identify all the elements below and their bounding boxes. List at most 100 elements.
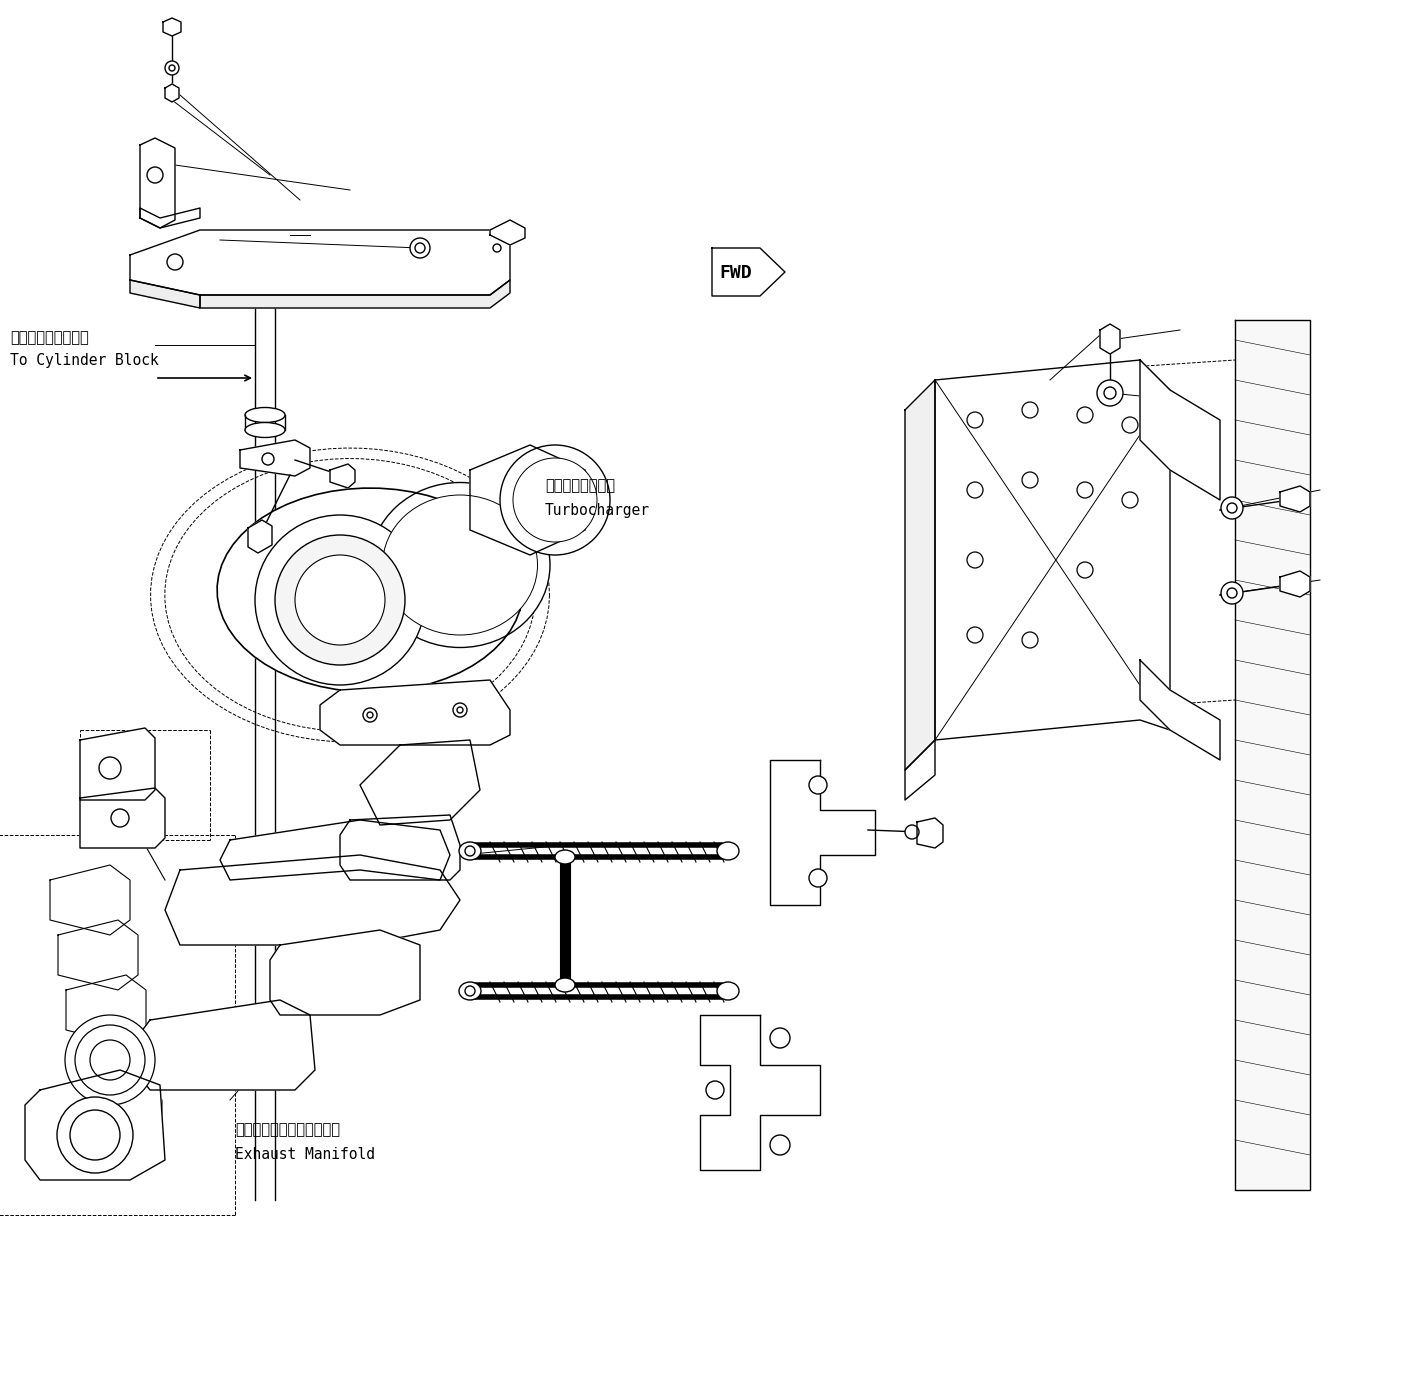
Circle shape	[809, 775, 827, 793]
Polygon shape	[341, 815, 460, 880]
Polygon shape	[240, 440, 310, 476]
Polygon shape	[140, 138, 175, 228]
Circle shape	[1022, 632, 1037, 648]
Polygon shape	[50, 865, 130, 935]
Circle shape	[501, 446, 610, 556]
Circle shape	[1022, 402, 1037, 418]
Polygon shape	[1280, 571, 1309, 597]
Polygon shape	[130, 280, 200, 308]
Circle shape	[262, 452, 273, 465]
Circle shape	[111, 808, 129, 826]
Polygon shape	[81, 1085, 163, 1155]
Circle shape	[967, 627, 983, 644]
Circle shape	[809, 869, 827, 887]
Polygon shape	[74, 1030, 154, 1100]
Polygon shape	[1235, 320, 1309, 1189]
Circle shape	[1122, 492, 1138, 507]
Circle shape	[74, 1024, 144, 1094]
Ellipse shape	[245, 422, 285, 437]
Circle shape	[409, 238, 430, 258]
Polygon shape	[700, 1015, 820, 1170]
Circle shape	[465, 986, 475, 996]
Polygon shape	[80, 788, 165, 848]
Ellipse shape	[458, 982, 481, 1000]
Text: ターボチャージャ: ターボチャージャ	[545, 478, 615, 494]
Circle shape	[707, 1081, 723, 1099]
Circle shape	[906, 825, 918, 839]
Text: シリンダブロックヘ: シリンダブロックヘ	[10, 330, 88, 345]
Text: エキゾーストマニホールド: エキゾーストマニホールド	[236, 1122, 341, 1137]
Polygon shape	[248, 520, 272, 553]
Polygon shape	[1140, 360, 1220, 500]
Circle shape	[1022, 472, 1037, 488]
Polygon shape	[935, 360, 1171, 740]
Circle shape	[494, 243, 501, 252]
Polygon shape	[66, 975, 146, 1045]
Polygon shape	[906, 740, 935, 800]
Circle shape	[465, 846, 475, 857]
Circle shape	[1077, 407, 1094, 424]
Circle shape	[90, 1040, 130, 1079]
Ellipse shape	[383, 495, 537, 635]
Polygon shape	[712, 248, 785, 296]
Polygon shape	[130, 230, 510, 296]
Ellipse shape	[370, 483, 550, 648]
Circle shape	[367, 712, 373, 718]
Text: Exhaust Manifold: Exhaust Manifold	[236, 1147, 374, 1162]
Polygon shape	[491, 220, 524, 245]
Circle shape	[967, 483, 983, 498]
Polygon shape	[470, 446, 585, 556]
Circle shape	[1221, 582, 1244, 604]
Circle shape	[513, 458, 597, 542]
Polygon shape	[135, 1000, 315, 1090]
Polygon shape	[1280, 485, 1309, 512]
Polygon shape	[25, 1070, 165, 1180]
Circle shape	[275, 535, 405, 666]
Ellipse shape	[245, 407, 285, 422]
Polygon shape	[320, 681, 510, 745]
Polygon shape	[770, 760, 875, 905]
Polygon shape	[165, 84, 179, 102]
Circle shape	[255, 516, 425, 685]
Circle shape	[100, 758, 121, 780]
Circle shape	[170, 65, 175, 72]
Polygon shape	[140, 208, 200, 228]
Circle shape	[770, 1134, 789, 1155]
Circle shape	[167, 254, 184, 270]
Circle shape	[1096, 380, 1123, 406]
Circle shape	[453, 703, 467, 716]
Ellipse shape	[555, 978, 575, 991]
Polygon shape	[200, 280, 510, 308]
Circle shape	[770, 1028, 789, 1048]
Polygon shape	[360, 740, 479, 825]
Circle shape	[967, 412, 983, 428]
Circle shape	[967, 551, 983, 568]
Ellipse shape	[555, 850, 575, 864]
Circle shape	[1227, 588, 1237, 598]
Circle shape	[1103, 386, 1116, 399]
Circle shape	[363, 708, 377, 722]
Circle shape	[294, 556, 386, 645]
Circle shape	[64, 1015, 156, 1106]
Circle shape	[1077, 562, 1094, 578]
Ellipse shape	[716, 842, 739, 859]
Polygon shape	[329, 463, 355, 488]
Circle shape	[165, 60, 179, 76]
Circle shape	[1221, 496, 1244, 518]
Polygon shape	[906, 380, 935, 770]
Text: To Cylinder Block: To Cylinder Block	[10, 353, 158, 368]
Circle shape	[1122, 417, 1138, 433]
Circle shape	[457, 707, 463, 714]
Circle shape	[147, 166, 163, 183]
Polygon shape	[917, 818, 944, 848]
Circle shape	[415, 243, 425, 253]
Circle shape	[57, 1097, 133, 1173]
Polygon shape	[1140, 660, 1220, 760]
Polygon shape	[80, 727, 156, 800]
Polygon shape	[220, 820, 450, 880]
Polygon shape	[163, 18, 181, 36]
Polygon shape	[217, 488, 523, 692]
Ellipse shape	[716, 982, 739, 1000]
Circle shape	[1227, 503, 1237, 513]
Polygon shape	[165, 855, 460, 945]
